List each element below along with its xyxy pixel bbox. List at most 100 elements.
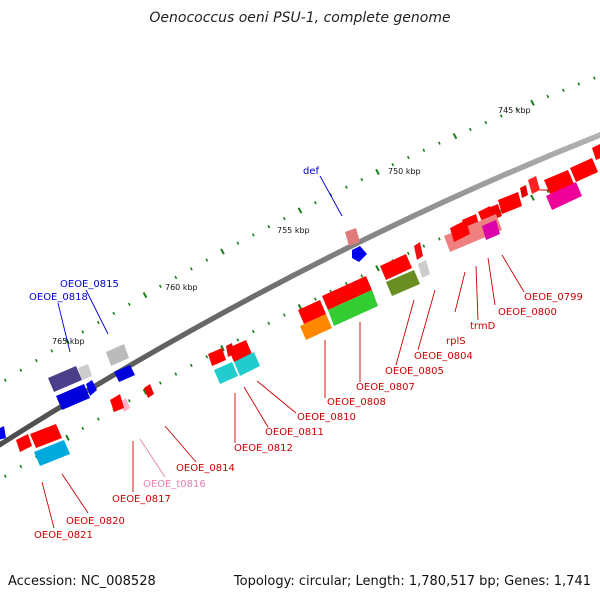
- gene-0812[interactable]: [208, 348, 226, 366]
- gene-0818b[interactable]: [78, 364, 92, 380]
- scale-tick: [577, 82, 581, 86]
- scale-tick: [142, 291, 148, 299]
- gene-0798[interactable]: [570, 158, 598, 182]
- scale-tick: [282, 216, 286, 221]
- scale-tick: [174, 372, 178, 376]
- label-OEOE_0804[interactable]: OEOE_0804: [414, 351, 473, 362]
- gene-0806[interactable]: [380, 254, 412, 280]
- scale-tick: [360, 274, 364, 278]
- scale-tick: [127, 399, 131, 403]
- gene-0818[interactable]: [48, 366, 82, 392]
- label-OEOE_0808[interactable]: OEOE_0808: [327, 397, 386, 408]
- scale-tick: [220, 345, 225, 352]
- scale-tick: [561, 88, 565, 92]
- label-OEOE_0814[interactable]: OEOE_0814: [176, 463, 235, 474]
- gene-0799b[interactable]: [546, 182, 582, 210]
- scale-tick: [422, 244, 426, 248]
- scale-tick: [19, 368, 23, 372]
- gene-0808b[interactable]: [328, 290, 378, 326]
- genome-title: Oenococcus oeni PSU-1, complete genome: [149, 10, 451, 26]
- gene-rplSb[interactable]: [444, 214, 502, 252]
- label-OEOE_0800[interactable]: OEOE_0800: [498, 307, 557, 318]
- scale-tick: [96, 320, 100, 325]
- scale-tick: [189, 267, 193, 271]
- label-OEOE_0817[interactable]: OEOE_0817: [112, 494, 171, 505]
- gene-0800[interactable]: [528, 176, 540, 194]
- gene-0815b[interactable]: [114, 365, 135, 382]
- gene-0812b[interactable]: [214, 362, 238, 384]
- label-rplS[interactable]: rplS: [446, 336, 466, 347]
- scale-tick: [406, 155, 410, 160]
- gene-labels: def OEOE_0815 OEOE_0818 OEOE_0799 OEOE_0…: [29, 166, 583, 541]
- gene-0821[interactable]: [16, 434, 32, 452]
- scale-label-760: 760 kbp: [165, 283, 198, 292]
- gene-0811b[interactable]: [234, 352, 260, 376]
- gene-0815[interactable]: [106, 344, 129, 366]
- gene-0809[interactable]: [298, 300, 326, 324]
- gene-0819b[interactable]: [86, 380, 97, 396]
- scale-tick: [81, 330, 85, 334]
- label-OEOE_0815[interactable]: OEOE_0815: [60, 279, 119, 290]
- bottom-strand-genes: [16, 142, 600, 466]
- gene-0804[interactable]: [450, 220, 470, 242]
- scale-tick: [205, 355, 209, 359]
- gene-0797[interactable]: [592, 142, 600, 160]
- scale-tick: [267, 321, 271, 325]
- label-OEOE_0811[interactable]: OEOE_0811: [265, 427, 324, 438]
- gene-def[interactable]: [345, 228, 360, 246]
- scale-label-755: 755 kbp: [277, 226, 310, 235]
- label-OEOE_0805[interactable]: OEOE_0805: [385, 366, 444, 377]
- gene-0805b[interactable]: [418, 260, 430, 278]
- gene-0807[interactable]: [386, 270, 420, 296]
- gene-0805[interactable]: [414, 242, 423, 260]
- scale-tick: [158, 284, 162, 288]
- gene-0820[interactable]: [30, 424, 62, 448]
- gene-0814[interactable]: [144, 384, 154, 398]
- label-def[interactable]: def: [303, 166, 320, 177]
- scale-tick: [313, 297, 317, 301]
- gene-0799[interactable]: [544, 170, 574, 194]
- gene-0820b[interactable]: [34, 440, 70, 466]
- gene-left-edge[interactable]: [0, 426, 6, 440]
- label-OEOE_0810[interactable]: OEOE_0810: [297, 412, 356, 423]
- gene-0800b[interactable]: [498, 192, 522, 214]
- scale-tick: [452, 132, 458, 140]
- gene-0808[interactable]: [322, 276, 372, 310]
- gene-0819[interactable]: [56, 384, 90, 410]
- gene-0812c[interactable]: [226, 343, 234, 357]
- scale-tick: [174, 275, 178, 280]
- scale-tick: [375, 265, 380, 272]
- gene-def-small[interactable]: [352, 246, 367, 262]
- gene-rplSc[interactable]: [482, 220, 500, 240]
- label-OEOE_t0816[interactable]: OEOE_t0816: [143, 479, 206, 490]
- scale-tick: [267, 224, 271, 229]
- scale-tick: [3, 474, 7, 478]
- scale-tick: [468, 127, 472, 132]
- label-OEOE_0812[interactable]: OEOE_0812: [234, 443, 293, 454]
- scale-tick: [360, 177, 364, 182]
- scale-tick: [251, 329, 255, 334]
- label-OEOE_0821[interactable]: OEOE_0821: [34, 530, 93, 541]
- gene-0800c[interactable]: [520, 185, 528, 198]
- scale-label-765: 765 kbp: [52, 337, 85, 346]
- scale-tick: [499, 114, 503, 118]
- scale-tick: [3, 378, 7, 382]
- genome-summary: Topology: circular; Length: 1,780,517 bp…: [233, 574, 591, 589]
- label-OEOE_0818[interactable]: OEOE_0818: [29, 292, 88, 303]
- scale-tick: [189, 363, 193, 368]
- scale-tick: [391, 162, 395, 167]
- gene-0810[interactable]: [300, 314, 332, 340]
- label-trmD[interactable]: trmD: [470, 321, 496, 332]
- scale-tick: [158, 381, 162, 385]
- scale-tick: [205, 258, 209, 262]
- label-OEOE_0807[interactable]: OEOE_0807: [356, 382, 415, 393]
- scale-tick: [81, 426, 85, 431]
- gene-t0816[interactable]: [120, 398, 130, 412]
- label-OEOE_0820[interactable]: OEOE_0820: [66, 516, 125, 527]
- scale-tick: [422, 148, 426, 152]
- gene-0817[interactable]: [110, 394, 124, 412]
- scale-tick: [236, 338, 240, 342]
- scale-tick: [65, 434, 70, 441]
- label-OEOE_0799[interactable]: OEOE_0799: [524, 292, 583, 303]
